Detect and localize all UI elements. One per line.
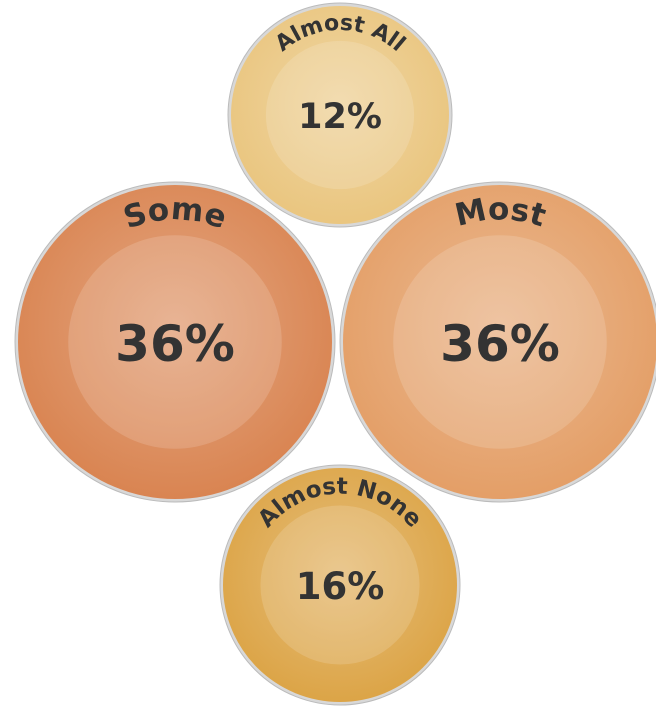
value-label: 36% <box>440 315 560 373</box>
value-label: 36% <box>115 315 235 373</box>
value-label: 12% <box>298 97 382 137</box>
value-label: 16% <box>296 565 385 608</box>
coin-center <box>265 40 415 190</box>
coin <box>343 185 656 499</box>
coin <box>231 6 449 224</box>
coin <box>18 185 332 499</box>
coin-center <box>260 505 420 665</box>
coin-center <box>393 235 607 449</box>
coin <box>223 468 457 702</box>
coin-center <box>68 235 282 449</box>
